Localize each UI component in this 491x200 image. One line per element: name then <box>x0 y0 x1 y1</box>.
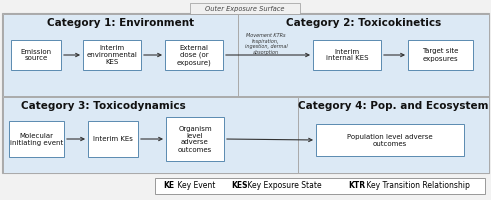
Bar <box>9 121 64 157</box>
Text: KTR: KTR <box>348 182 365 190</box>
Text: Key Transition Relationship: Key Transition Relationship <box>364 182 470 190</box>
Bar <box>88 121 138 157</box>
Bar <box>316 124 464 156</box>
Text: Key Exposure State: Key Exposure State <box>245 182 322 190</box>
Text: Category 1: Environment: Category 1: Environment <box>47 18 194 28</box>
Text: Movement KTRs
Inspiration,
ingestion, dermal
absorption: Movement KTRs Inspiration, ingestion, de… <box>245 33 287 55</box>
Bar <box>238 14 489 96</box>
Text: Interim
internal KES: Interim internal KES <box>326 48 368 62</box>
Text: KES: KES <box>231 182 247 190</box>
Bar <box>155 178 485 194</box>
Bar <box>313 40 381 70</box>
Text: External
dose (or
exposure): External dose (or exposure) <box>177 45 211 66</box>
Bar <box>11 40 61 70</box>
Bar <box>190 3 300 14</box>
Bar <box>2 13 489 173</box>
Bar <box>408 40 473 70</box>
Text: Outer Exposure Surface: Outer Exposure Surface <box>205 5 285 12</box>
Text: Emission
source: Emission source <box>21 48 52 62</box>
Text: Organism
level
adverse
outcomes: Organism level adverse outcomes <box>178 126 212 152</box>
Text: Molecular
initiating event: Molecular initiating event <box>10 132 63 146</box>
Text: Key Event: Key Event <box>175 182 216 190</box>
Bar <box>298 97 489 173</box>
Bar <box>3 97 298 173</box>
Text: Category 2: Toxicokinetics: Category 2: Toxicokinetics <box>286 18 441 28</box>
Text: KE: KE <box>163 182 174 190</box>
Text: Population level adverse
outcomes: Population level adverse outcomes <box>347 134 433 146</box>
Text: Interim KEs: Interim KEs <box>93 136 133 142</box>
Bar <box>166 117 224 161</box>
Text: Category 3: Toxicodynamics: Category 3: Toxicodynamics <box>21 101 186 111</box>
Text: Interim
environmental
KES: Interim environmental KES <box>86 45 137 65</box>
Text: Target site
exposures: Target site exposures <box>422 48 459 62</box>
Bar <box>83 40 141 70</box>
Bar <box>3 14 238 96</box>
Text: Category 4: Pop. and Ecosystem: Category 4: Pop. and Ecosystem <box>298 101 489 111</box>
Bar <box>165 40 223 70</box>
